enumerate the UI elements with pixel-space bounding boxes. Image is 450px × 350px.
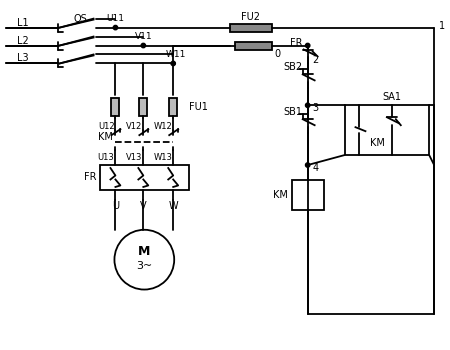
Bar [140,98,147,116]
Text: SA1: SA1 [382,92,401,102]
Text: SB2: SB2 [284,62,303,72]
Text: QS: QS [74,14,87,23]
Text: KM: KM [370,138,385,148]
Text: U11: U11 [107,14,125,23]
Text: 0: 0 [275,49,281,60]
Text: W11: W11 [166,50,186,59]
Text: SB1: SB1 [284,107,303,117]
Circle shape [306,43,310,48]
Circle shape [113,26,117,30]
Text: V13: V13 [126,153,142,162]
Text: FR: FR [84,173,96,182]
Text: U: U [112,201,119,211]
Bar [292,180,324,210]
Bar [235,42,272,49]
Text: 2: 2 [313,55,319,65]
Text: L1: L1 [17,18,28,28]
Text: 1: 1 [439,21,445,30]
Text: V12: V12 [126,122,142,131]
Text: V11: V11 [135,32,152,41]
Text: L2: L2 [17,36,29,46]
Text: FU1: FU1 [189,102,208,112]
Text: W13: W13 [153,153,172,162]
Bar [112,98,119,116]
Bar [169,98,177,116]
Text: KM: KM [98,132,112,142]
Text: FU2: FU2 [241,12,261,22]
Text: 4: 4 [313,163,319,173]
Circle shape [141,43,145,48]
Bar [99,165,189,190]
Circle shape [306,163,310,167]
Text: 3: 3 [313,103,319,113]
Text: V: V [140,201,147,211]
Text: M: M [138,245,150,258]
Text: FR: FR [290,37,303,48]
Text: 3~: 3~ [136,261,153,271]
Text: L3: L3 [17,54,28,63]
Circle shape [306,103,310,107]
Bar [230,23,272,32]
Circle shape [171,61,176,66]
Text: U13: U13 [98,153,114,162]
Bar [345,105,429,155]
Text: U12: U12 [98,122,114,131]
Text: W12: W12 [153,122,172,131]
Text: KM: KM [273,190,288,200]
Text: W: W [168,201,178,211]
